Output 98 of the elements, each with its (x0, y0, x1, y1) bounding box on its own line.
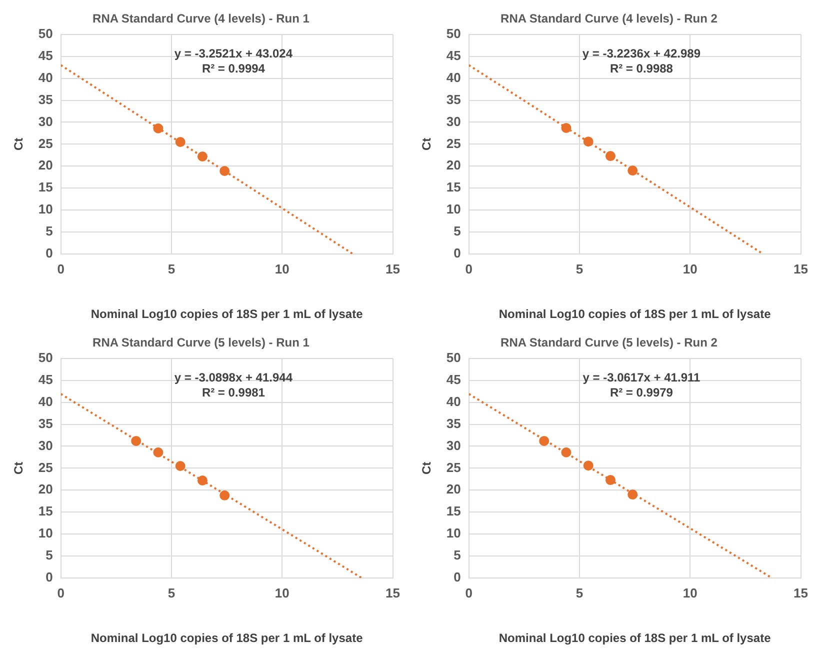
y-tick-label: 45 (446, 372, 461, 387)
y-tick-label: 50 (38, 26, 53, 41)
y-tick-label: 25 (446, 460, 461, 475)
point (628, 490, 638, 500)
point (220, 490, 230, 500)
y-tick-label: 5 (454, 224, 461, 239)
y-tick-label: 30 (446, 438, 461, 453)
y-tick-label: 25 (446, 136, 461, 151)
y-tick-label: 40 (446, 70, 461, 85)
chart-title: RNA Standard Curve (5 levels) - Run 1 (92, 336, 310, 350)
y-tick-label: 40 (446, 394, 461, 409)
annotation: R² = 0.9979 (610, 386, 674, 400)
y-tick-label: 15 (38, 180, 53, 195)
point (539, 436, 550, 446)
y-tick-label: 20 (446, 158, 461, 173)
y-tick-label: 0 (46, 246, 53, 261)
point (561, 447, 572, 458)
annotation: y = -3.0898x + 41.944 (174, 370, 293, 385)
x-axis-title: Nominal Log10 copies of 18S per 1 mL of lysate (90, 307, 364, 322)
x-tick-label: 5 (576, 261, 584, 276)
point (561, 122, 572, 133)
y-tick-label: 10 (38, 526, 53, 541)
y-tick-label: 35 (38, 92, 53, 107)
y-tick-label: 10 (38, 202, 53, 217)
point (583, 460, 594, 471)
y-tick-label: 10 (446, 202, 461, 217)
annotation: R² = 0.9981 (202, 386, 266, 400)
x-tick-label: 5 (168, 261, 176, 276)
x-tick-label: 5 (576, 585, 584, 600)
y-tick-label: 5 (46, 224, 53, 239)
y-tick-label: 20 (38, 158, 53, 173)
x-tick-label: 0 (465, 261, 472, 276)
annotation: R² = 0.9994 (202, 62, 266, 76)
point (153, 447, 164, 458)
x-axis-title: Nominal Log10 copies of 18S per 1 mL of lysate (90, 631, 364, 646)
y-axis-title: Ct (12, 462, 26, 475)
annotation: y = -3.2521x + 43.024 (174, 46, 293, 61)
point (605, 151, 616, 162)
point (628, 166, 638, 176)
point (197, 476, 208, 486)
y-tick-label: 40 (38, 70, 53, 85)
y-tick-label: 50 (446, 26, 461, 41)
chart-title: RNA Standard Curve (4 levels) - Run 1 (92, 12, 310, 26)
point (131, 436, 142, 446)
x-tick-label: 10 (682, 585, 698, 600)
y-axis-title: Ct (420, 138, 434, 151)
x-tick-label: 10 (682, 261, 698, 276)
point (220, 166, 230, 176)
annotation: y = -3.0617x + 41.911 (582, 370, 700, 385)
x-tick-label: 0 (57, 585, 64, 600)
y-tick-label: 45 (38, 372, 53, 387)
y-tick-label: 15 (446, 180, 461, 195)
point (175, 137, 186, 148)
x-axis-title: Nominal Log10 copies of 18S per 1 mL of lysate (498, 631, 772, 646)
y-tick-label: 30 (38, 438, 53, 453)
x-tick-label: 15 (794, 261, 808, 276)
chart-title: RNA Standard Curve (4 levels) - Run 2 (500, 12, 718, 26)
x-axis-title: Nominal Log10 copies of 18S per 1 mL of lysate (498, 307, 772, 322)
point (175, 461, 186, 472)
x-tick-label: 15 (794, 585, 808, 600)
y-tick-label: 50 (446, 350, 461, 365)
y-tick-label: 35 (446, 92, 461, 107)
point (583, 136, 594, 147)
x-tick-label: 15 (386, 585, 400, 600)
x-tick-label: 5 (168, 585, 176, 600)
y-tick-label: 45 (446, 48, 461, 63)
y-tick-label: 35 (446, 416, 461, 431)
point (153, 123, 164, 134)
y-tick-label: 40 (38, 394, 53, 409)
y-axis-title: Ct (12, 138, 26, 151)
x-tick-label: 0 (57, 261, 64, 276)
y-tick-label: 25 (38, 136, 53, 151)
y-tick-label: 45 (38, 48, 53, 63)
point (605, 475, 616, 486)
annotation: R² = 0.9988 (610, 62, 674, 76)
y-tick-label: 15 (38, 504, 53, 519)
y-tick-label: 50 (38, 350, 53, 365)
point (197, 152, 208, 162)
x-tick-label: 10 (274, 585, 290, 600)
y-tick-label: 30 (446, 114, 461, 129)
y-tick-label: 20 (446, 482, 461, 497)
y-tick-label: 0 (46, 570, 53, 585)
y-tick-label: 0 (454, 570, 461, 585)
y-axis-title: Ct (420, 462, 434, 475)
x-tick-label: 10 (274, 261, 290, 276)
y-tick-label: 5 (46, 548, 53, 563)
y-tick-label: 15 (446, 504, 461, 519)
y-tick-label: 25 (38, 460, 53, 475)
y-tick-label: 20 (38, 482, 53, 497)
y-tick-label: 10 (446, 526, 461, 541)
y-tick-label: 35 (38, 416, 53, 431)
y-tick-label: 5 (454, 548, 461, 563)
annotation: y = -3.2236x + 42.989 (582, 46, 701, 61)
x-tick-label: 15 (386, 261, 400, 276)
chart-title: RNA Standard Curve (5 levels) - Run 2 (500, 336, 718, 350)
x-tick-label: 0 (465, 585, 472, 600)
y-tick-label: 0 (454, 246, 461, 261)
y-tick-label: 30 (38, 114, 53, 129)
